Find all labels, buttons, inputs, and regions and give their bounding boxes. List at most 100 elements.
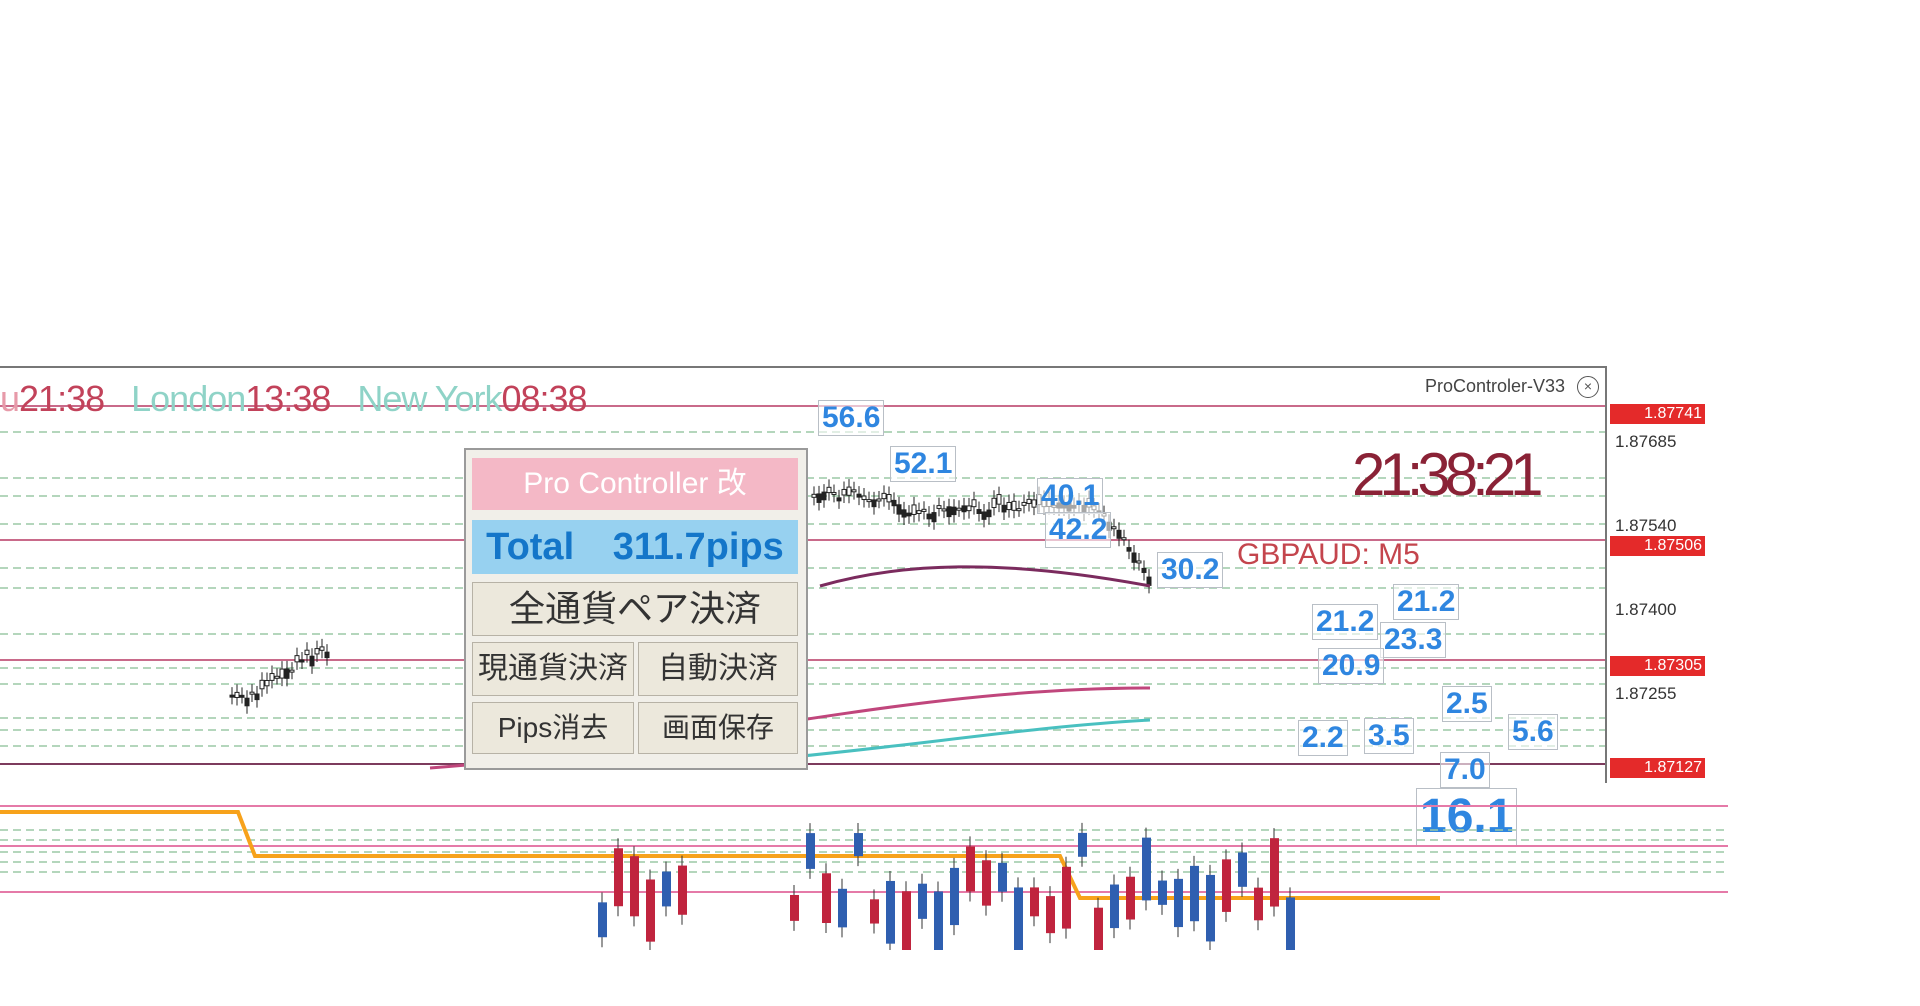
indicator-candle-body (1286, 897, 1295, 950)
close-current-pair-button[interactable]: 現通貨決済 (472, 642, 634, 696)
chart-window[interactable]: u21:38 London13:38 New York08:38 ProCont… (0, 366, 1607, 783)
candle-body (1026, 498, 1032, 504)
candle-body (259, 679, 265, 690)
indicator-candle-body (1142, 837, 1151, 901)
close-icon[interactable]: × (1577, 376, 1599, 398)
indicator-step-line (0, 810, 1440, 900)
candle-body (981, 511, 987, 520)
indicator-candle-body (662, 871, 671, 907)
pro-controller-panel: Pro Controller 改 Total 311.7pips 全通貨ペア決済… (464, 448, 808, 770)
candle-body (1001, 504, 1007, 513)
indicator-candle-body (838, 888, 847, 928)
indicator-candle-body (902, 891, 911, 950)
session-label-newyork: New York (357, 378, 502, 419)
indicator-candle-body (950, 867, 959, 926)
candle-body (976, 509, 982, 515)
indicator-candle-body (934, 891, 943, 950)
indicator-candle-body (646, 879, 655, 942)
candle-body (916, 510, 922, 514)
candle-body (906, 512, 912, 517)
candle-body (264, 679, 270, 687)
candle-body (956, 507, 962, 511)
candle-body (846, 486, 852, 496)
candle-body (319, 646, 325, 651)
moving-average-line (819, 565, 1151, 588)
candle-body (816, 493, 822, 503)
indicator-candle-body (1254, 887, 1263, 921)
candle-body (886, 494, 892, 503)
total-label: Total (486, 526, 575, 568)
candle-body (269, 673, 275, 681)
indicator-candle-body (870, 899, 879, 924)
symbol-label: GBPAUD: M5 (1237, 538, 1420, 571)
indicator-candle-body (1222, 859, 1231, 912)
indicator-candle-body (998, 862, 1007, 892)
indicator-candle-body (1094, 907, 1103, 950)
candle-body (991, 497, 997, 509)
pips-label: 3.5 (1364, 718, 1414, 754)
auto-close-button[interactable]: 自動決済 (638, 642, 798, 696)
session-time-tokyo: 21:38 (19, 378, 105, 419)
clear-pips-button[interactable]: Pips消去 (472, 702, 634, 754)
indicator-candle-body (1270, 838, 1279, 907)
session-label-tokyo: u (0, 378, 20, 419)
candle-body (881, 492, 887, 500)
indicator-candle-body (1110, 884, 1119, 929)
indicator-candle-body (886, 880, 895, 944)
candle-body (821, 491, 827, 501)
price-axis: 1.87741 1.87685 1.87540 1.87506 1.87400 … (1607, 366, 1727, 786)
pips-label: 23.3 (1380, 622, 1447, 658)
indicator-candle-body (1126, 876, 1135, 920)
price-tag: 1.87741 (1610, 404, 1705, 424)
pips-label: 2.5 (1442, 686, 1492, 722)
total-value: 311.7pips (612, 526, 784, 568)
candle-body (1021, 501, 1027, 506)
candle-body (244, 697, 250, 707)
candle-body (279, 668, 285, 679)
candle-body (826, 486, 832, 494)
indicator-candle-body (822, 873, 831, 924)
candle-body (304, 649, 310, 656)
price-label: 1.87540 (1615, 516, 1677, 535)
candle-body (1141, 567, 1147, 573)
candle-body (1136, 560, 1142, 564)
candle-body (896, 504, 902, 515)
candle-body (921, 508, 927, 512)
pips-label: 2.2 (1298, 720, 1348, 756)
candle-body (926, 513, 932, 520)
candle-body (931, 512, 937, 523)
indicator-candle-body (918, 883, 927, 919)
candle-body (986, 509, 992, 518)
pips-label: 21.2 (1312, 604, 1379, 640)
candle-body (841, 488, 847, 496)
price-tag: 1.87506 (1610, 536, 1705, 556)
candle-body (309, 655, 315, 667)
candle-body (1116, 529, 1122, 539)
pips-label: 5.6 (1508, 714, 1558, 750)
candle-body (1006, 501, 1012, 511)
candle-body (289, 669, 295, 673)
pips-label-large: 16.1 (1416, 788, 1518, 846)
indicator-candle-body (678, 865, 687, 915)
candle-body (946, 506, 952, 518)
indicator-candle-body (1046, 896, 1055, 934)
candle-body (284, 668, 290, 679)
candle-body (851, 489, 857, 493)
panel-title: Pro Controller 改 (472, 458, 798, 510)
candle-body (876, 498, 882, 502)
pips-label: 21.2 (1393, 584, 1460, 620)
candle-body (274, 675, 280, 679)
candle-body (229, 694, 235, 698)
indicator-candle-body (1062, 866, 1071, 929)
close-all-pairs-button[interactable]: 全通貨ペア決済 (472, 582, 798, 636)
candle-body (811, 493, 817, 498)
indicator-candle-body (806, 833, 815, 869)
save-screen-button[interactable]: 画面保存 (638, 702, 798, 754)
candle-body (911, 504, 917, 515)
pips-label: 30.2 (1157, 552, 1224, 588)
candle-body (861, 495, 867, 501)
price-tag: 1.87127 (1610, 758, 1705, 778)
candle-body (891, 499, 897, 507)
candle-body (234, 691, 240, 699)
